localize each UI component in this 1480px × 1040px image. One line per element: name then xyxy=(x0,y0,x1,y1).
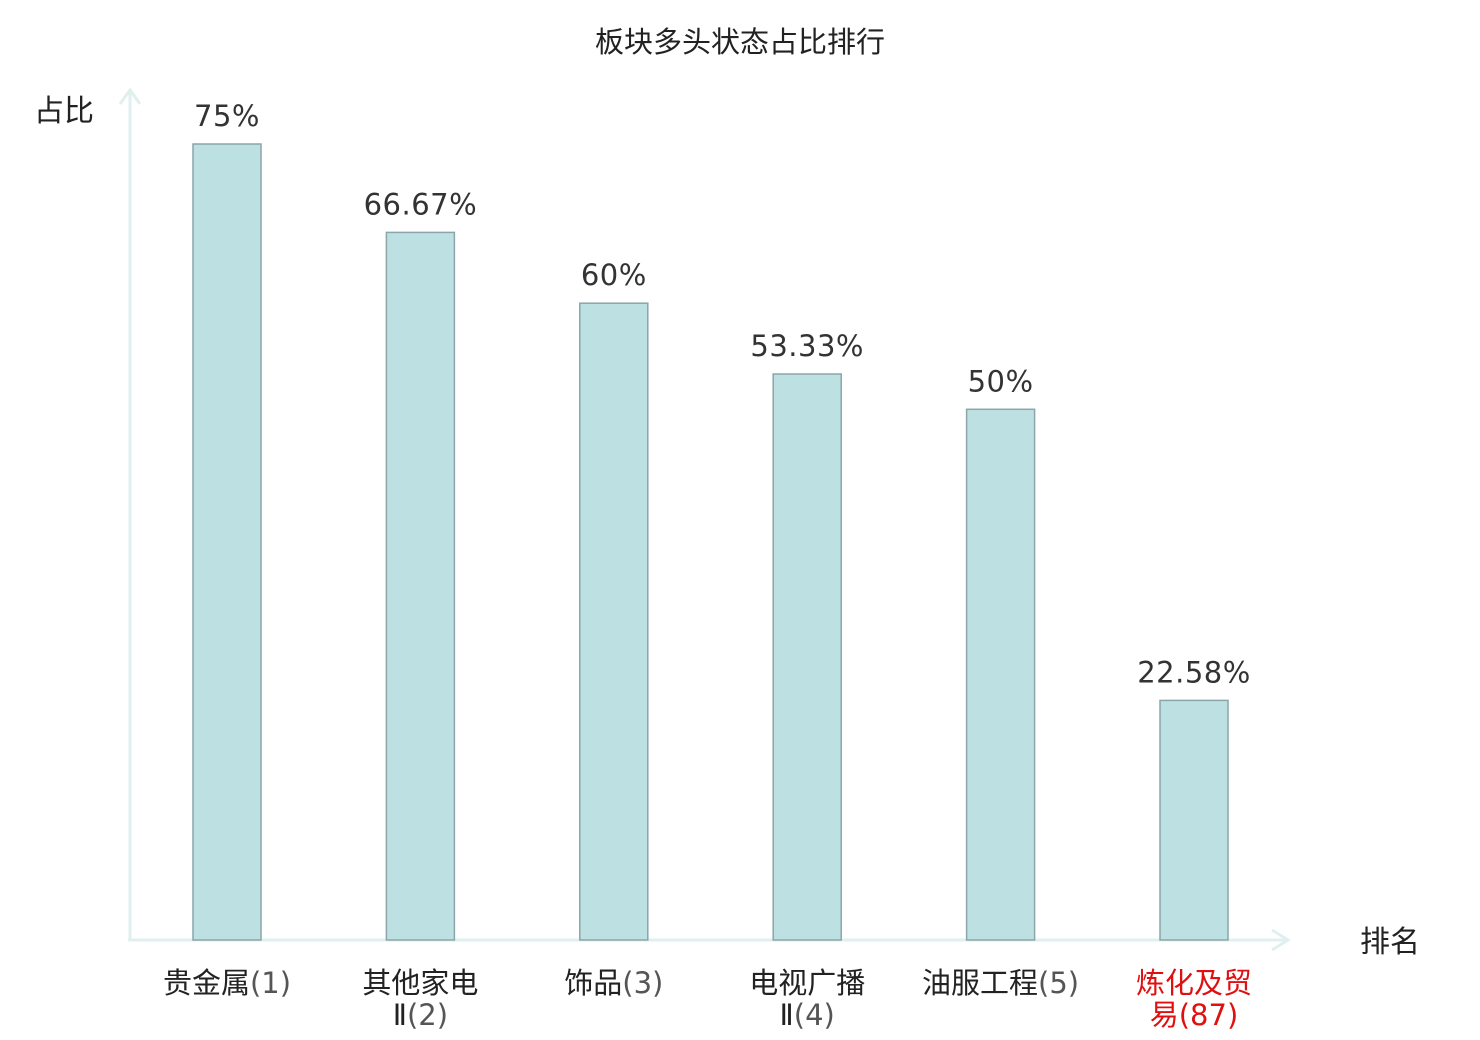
bar xyxy=(772,373,842,941)
bar xyxy=(579,302,649,941)
category-rank: (1) xyxy=(250,966,291,1000)
category-label-line: 炼化及贸 xyxy=(1136,966,1252,1000)
category-name: Ⅱ xyxy=(780,998,794,1032)
bar xyxy=(385,231,456,941)
value-label: 60% xyxy=(581,258,647,292)
category-name: 贵金属 xyxy=(163,966,250,1000)
category-rank: (3) xyxy=(622,966,663,1000)
y-axis-label: 占比 xyxy=(34,94,94,129)
bar xyxy=(192,143,262,941)
value-label: 53.33% xyxy=(750,329,864,363)
value-label: 75% xyxy=(194,99,260,133)
category-label: 油服工程(5) xyxy=(922,966,1079,1000)
value-label: 66.67% xyxy=(364,187,478,221)
category-label: 炼化及贸易(87) xyxy=(1136,966,1252,1032)
category-name: 其他家电 xyxy=(362,966,478,1000)
category-name: 易 xyxy=(1150,998,1179,1032)
y-axis-arrow xyxy=(118,87,142,105)
bar xyxy=(1159,699,1229,941)
category-label-line: 其他家电 xyxy=(362,966,478,1000)
category-name: 炼化及贸 xyxy=(1136,966,1252,1000)
x-axis-arrow xyxy=(1271,928,1291,952)
category-name: 电视广播 xyxy=(749,966,865,1000)
category-label-line: Ⅱ(4) xyxy=(780,998,835,1032)
bars-group: 75%贵金属(1)66.67%其他家电 Ⅱ(2)60%饰品(3)53.33%电视广… xyxy=(163,99,1252,1032)
category-rank: (2) xyxy=(407,998,448,1032)
value-label: 22.58% xyxy=(1137,655,1251,689)
category-name: 饰品 xyxy=(564,966,622,1000)
category-rank: (87) xyxy=(1179,998,1239,1032)
x-axis-label: 排名 xyxy=(1360,925,1420,960)
category-label: 饰品(3) xyxy=(564,966,663,1000)
bar xyxy=(965,408,1036,941)
category-label-line: 电视广播 xyxy=(749,966,865,1000)
category-name: 油服工程 xyxy=(922,966,1038,1000)
category-label: 贵金属(1) xyxy=(163,966,291,1000)
category-label-line: 油服工程(5) xyxy=(922,966,1079,1000)
category-name: Ⅱ xyxy=(393,998,407,1032)
category-rank: (4) xyxy=(794,998,835,1032)
category-label-line: 饰品(3) xyxy=(564,966,663,1000)
value-label: 50% xyxy=(968,364,1034,398)
category-label-line: 贵金属(1) xyxy=(163,966,291,1000)
category-label-line: Ⅱ(2) xyxy=(393,998,448,1032)
category-label: 其他家电 Ⅱ(2) xyxy=(362,966,478,1032)
chart-title: 板块多头状态占比排行 xyxy=(595,25,885,59)
category-label-line: 易(87) xyxy=(1150,998,1239,1032)
category-label: 电视广播 Ⅱ(4) xyxy=(749,966,865,1032)
category-rank: (5) xyxy=(1038,966,1079,1000)
